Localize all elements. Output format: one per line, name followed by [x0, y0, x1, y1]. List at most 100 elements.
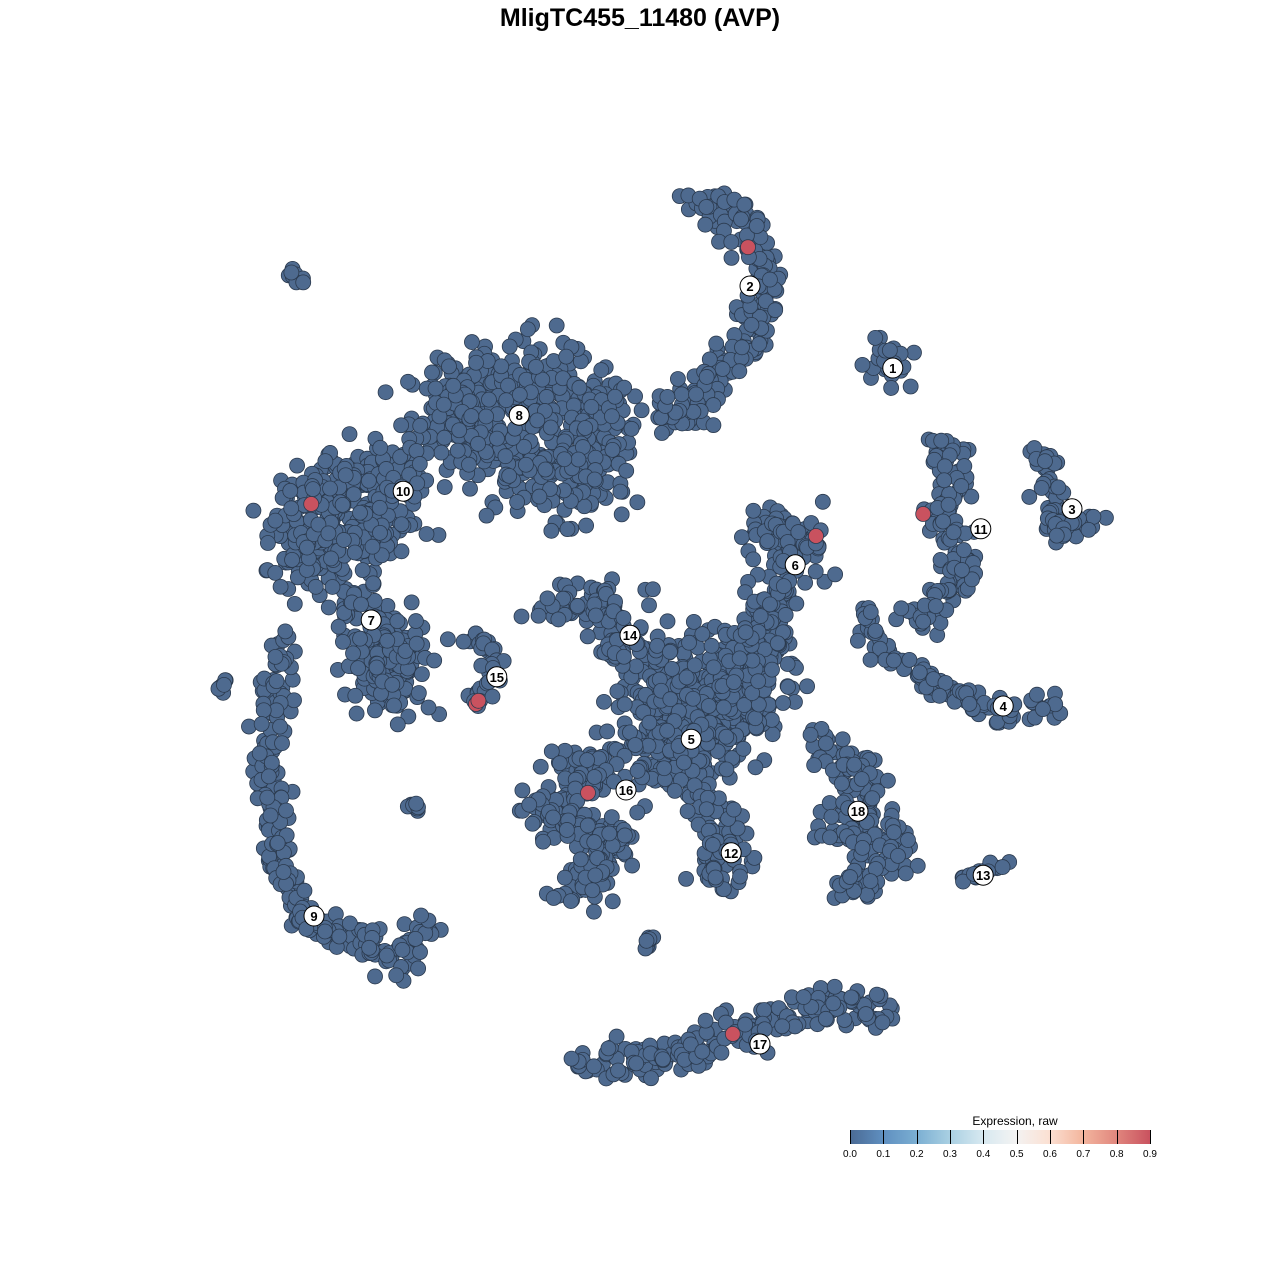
- legend-tick: [1150, 1130, 1151, 1144]
- cell-point: [558, 822, 575, 838]
- cell-point: [521, 796, 538, 813]
- legend-title: Expression, raw: [972, 1114, 1058, 1128]
- cell-point: [461, 456, 477, 473]
- cell-point: [550, 611, 567, 628]
- cell-point: [615, 610, 632, 626]
- cell-point: [335, 532, 352, 548]
- cell-point: [834, 731, 851, 748]
- cell-point: [927, 598, 944, 615]
- cell-point: [518, 456, 534, 473]
- cell-point: [330, 618, 347, 635]
- cluster-label-4: 4: [992, 695, 1014, 717]
- cell-point: [705, 417, 722, 434]
- cell-point: [864, 790, 881, 807]
- cell-point: [364, 538, 381, 555]
- cell-point: [346, 544, 363, 561]
- cluster-label-6: 6: [784, 554, 806, 576]
- cluster-label-16: 16: [615, 779, 637, 801]
- cell-point: [216, 676, 232, 693]
- cell-point: [633, 402, 650, 419]
- cell-point: [320, 525, 337, 542]
- cell-point: [697, 1012, 714, 1029]
- cell-point: [1048, 527, 1065, 544]
- cell-point: [723, 249, 740, 266]
- cluster-label-18: 18: [847, 800, 869, 822]
- cluster-label-text: 8: [516, 408, 523, 423]
- cell-point: [911, 664, 928, 681]
- cell-point: [393, 516, 410, 533]
- cell-point: [774, 1018, 791, 1035]
- cell-point: [493, 358, 510, 375]
- cell-point: [361, 939, 378, 956]
- cell-point: [529, 412, 546, 429]
- cell-point: [734, 529, 750, 546]
- legend-tick-label: 0.0: [843, 1149, 857, 1160]
- cell-point: [700, 698, 717, 714]
- cell-point: [1034, 701, 1051, 718]
- legend-tick-label: 0.7: [1076, 1149, 1091, 1160]
- cell-point: [751, 336, 768, 352]
- cell-point: [662, 643, 678, 660]
- cell-point: [563, 1050, 580, 1067]
- cell-point: [688, 386, 704, 403]
- cell-point: [586, 769, 603, 785]
- cluster-label-text: 15: [490, 670, 504, 685]
- cell-point: [579, 817, 596, 834]
- cell-point: [881, 342, 898, 359]
- cell-point: [732, 868, 748, 885]
- cell-point: [532, 758, 549, 775]
- cell-point: [1029, 686, 1045, 703]
- cell-point: [571, 379, 588, 396]
- cell-point: [410, 685, 427, 701]
- cell-point: [610, 1062, 626, 1079]
- cell-point: [756, 1002, 772, 1018]
- cell-point: [543, 522, 560, 539]
- cell-point: [616, 648, 632, 665]
- cell-point: [501, 467, 518, 484]
- cell-point: [462, 480, 478, 497]
- cluster-label-text: 16: [619, 783, 633, 798]
- cell-point: [439, 631, 456, 648]
- cell-point: [759, 533, 776, 550]
- cell-point: [659, 722, 676, 739]
- cell-point: [629, 762, 646, 779]
- cell-point: [641, 597, 657, 614]
- cell-point: [317, 923, 333, 940]
- cell-point: [283, 264, 300, 281]
- cell-point: [394, 941, 411, 958]
- cell-point: [685, 690, 701, 707]
- cell-point: [604, 893, 621, 910]
- cell-point: [323, 550, 339, 567]
- cluster-label-text: 2: [746, 279, 753, 294]
- cell-point: [556, 451, 573, 468]
- cell-point: [940, 496, 957, 513]
- high-expression-point: [740, 239, 756, 256]
- cell-point: [305, 481, 321, 498]
- cell-point: [681, 634, 697, 651]
- cell-point: [563, 893, 579, 909]
- cell-point: [584, 882, 601, 899]
- cluster-label-5: 5: [680, 728, 702, 750]
- cell-point: [586, 834, 603, 850]
- legend-tick: [950, 1130, 951, 1144]
- cluster-label-text: 12: [724, 846, 738, 861]
- cell-point: [662, 691, 679, 708]
- cell-point: [825, 995, 842, 1012]
- cell-point: [272, 578, 289, 595]
- cell-point: [514, 782, 531, 799]
- cell-point: [519, 321, 536, 338]
- cell-point: [842, 869, 859, 885]
- cell-point: [802, 726, 819, 743]
- cell-point: [579, 752, 596, 768]
- cell-point: [445, 377, 462, 394]
- cluster-label-text: 11: [974, 522, 988, 537]
- cell-point: [698, 199, 715, 215]
- cell-point: [420, 699, 437, 716]
- cell-point: [350, 660, 366, 677]
- cell-point: [698, 369, 715, 385]
- cell-point: [545, 809, 561, 826]
- cell-point: [365, 575, 382, 592]
- cell-point: [378, 947, 395, 964]
- cell-point: [609, 683, 626, 700]
